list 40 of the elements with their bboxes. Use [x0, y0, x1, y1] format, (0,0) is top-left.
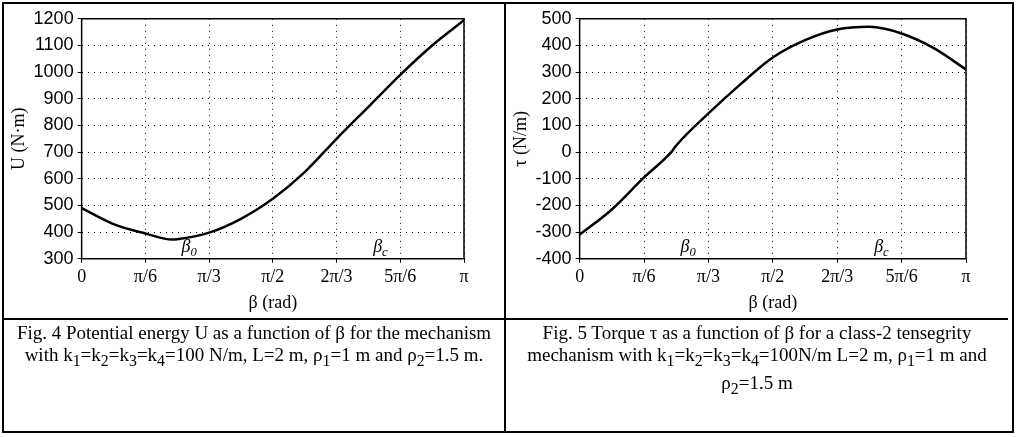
x-tick-label: 0 [77, 266, 87, 287]
y-tick-label: -300 [535, 221, 572, 242]
y-tick-label: 700 [43, 141, 74, 162]
y-tick-label: 800 [43, 114, 74, 135]
chart-title: Fig. 5 Torque τ as a function of β for a class-2 tensegrity mechanism with k$_{1}$=k$_{2}$=k$_{3}$=k$_{4}$=100N/m L=2 m, ρ$_{1}$=1 m and ρ$_{2}$=1.5 m [527, 322, 987, 397]
x-axis-title: β (rad) [748, 291, 798, 313]
y-tick-label: 500 [541, 7, 572, 28]
y-tick-label: 400 [43, 221, 74, 242]
x-tick-label: π/6 [632, 266, 656, 287]
x-tick-label: π/2 [261, 266, 285, 287]
x-tick-label: 0 [575, 266, 585, 287]
y-tick-label: 100 [541, 114, 572, 135]
y-tick-label: 900 [43, 87, 74, 108]
y-axis-title: U (N·m) [7, 107, 29, 171]
x-tick-label: 5π/6 [384, 266, 417, 287]
y-tick-label: 1000 [33, 61, 74, 82]
x-tick-label: 2π/3 [821, 266, 854, 287]
y-tick-label: 500 [43, 194, 74, 215]
x-tick-label: π/6 [133, 266, 157, 287]
x-axis-title: β (rad) [248, 291, 298, 313]
x-tick-label: π/3 [696, 266, 720, 287]
x-tick-label: π [961, 266, 971, 287]
y-tick-label: 1200 [33, 7, 74, 28]
y-axis-title: τ (N/m) [509, 110, 531, 167]
y-tick-label: -100 [535, 167, 572, 188]
y-tick-label: 200 [541, 87, 572, 108]
y-tick-label: 300 [43, 247, 74, 268]
y-tick-label: 0 [561, 141, 572, 162]
y-tick-label: -200 [535, 194, 572, 215]
y-tick-label: 600 [43, 167, 74, 188]
x-tick-label: π/3 [197, 266, 221, 287]
y-tick-label: 1100 [34, 34, 74, 55]
y-tick-label: -400 [535, 247, 572, 268]
y-tick-label: 400 [541, 34, 572, 55]
x-tick-label: π [459, 266, 469, 287]
x-tick-label: 5π/6 [885, 266, 918, 287]
x-tick-label: π/2 [761, 266, 785, 287]
y-tick-label: 300 [541, 61, 572, 82]
x-tick-label: 2π/3 [320, 266, 353, 287]
chart-title: Fig. 4 Potential energy U as a function of β for the mechanism with k$_{1}$=k$_{2}$=k$_{3}$=k$_{4}$=100 N/m, L=2 m, ρ$_{1}$=1 m and ρ$_{2}$=1.5 m. [16, 322, 492, 369]
